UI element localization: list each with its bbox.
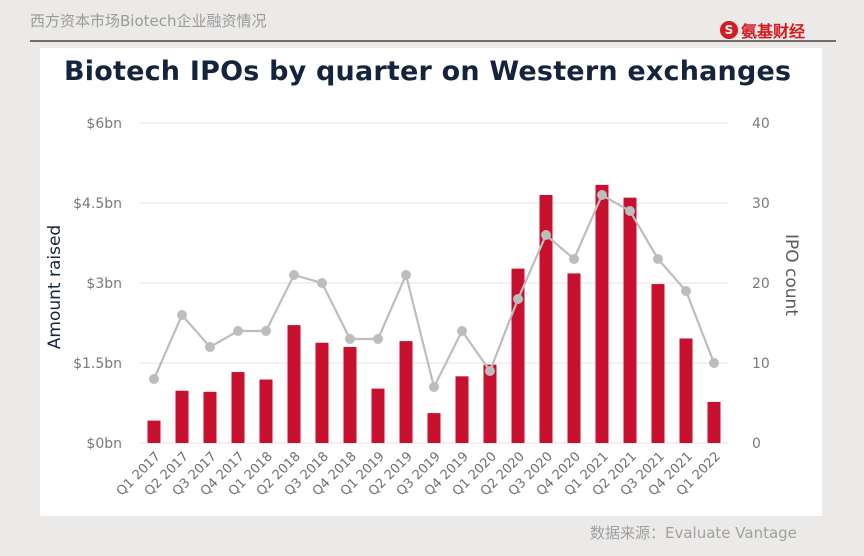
y-right-tick-label: 20 xyxy=(752,276,770,292)
header-divider xyxy=(30,40,836,42)
ipo-count-point xyxy=(345,334,355,344)
bar xyxy=(371,388,385,443)
bar xyxy=(147,420,161,443)
ipo-count-point xyxy=(709,358,719,368)
y-right-tick-label: 10 xyxy=(752,356,770,372)
ipo-count-point xyxy=(205,342,215,352)
brand-name: 氨基财经 xyxy=(741,22,806,41)
brand-mark-icon: S xyxy=(720,21,738,39)
bar xyxy=(539,195,553,443)
y-left-tick-label: $3bn xyxy=(86,276,122,292)
ipo-count-point xyxy=(653,254,663,264)
ipo-count-point xyxy=(149,374,159,384)
ipo-count-point xyxy=(485,366,495,376)
bar xyxy=(679,338,693,443)
bar xyxy=(343,347,357,443)
brand-logo: S 氨基财经 xyxy=(720,18,805,42)
y-left-axis-label: Amount raised xyxy=(45,225,65,349)
y-right-tick-label: 40 xyxy=(752,116,770,132)
ipo-count-point xyxy=(597,190,607,200)
bar xyxy=(567,273,581,443)
ipo-count-point xyxy=(429,382,439,392)
ipo-count-point xyxy=(233,326,243,336)
y-right-tick-label: 30 xyxy=(752,196,770,212)
bar xyxy=(595,184,609,443)
bar xyxy=(259,379,273,443)
ipo-count-point xyxy=(541,230,551,240)
ipo-count-point xyxy=(457,326,467,336)
bar xyxy=(623,197,637,443)
bar xyxy=(427,413,441,443)
header-title: 西方资本市场Biotech企业融资情况 xyxy=(30,12,267,30)
bar xyxy=(287,325,301,443)
ipo-count-point xyxy=(513,294,523,304)
y-left-tick-label: $0bn xyxy=(86,436,122,452)
bar xyxy=(231,372,245,443)
ipo-count-point xyxy=(401,270,411,280)
ipo-count-point xyxy=(569,254,579,264)
bar xyxy=(315,342,329,443)
bar xyxy=(483,364,497,443)
bar xyxy=(707,401,721,443)
ipo-count-point xyxy=(373,334,383,344)
y-right-tick-label: 0 xyxy=(752,436,761,452)
bar xyxy=(203,391,217,443)
bar xyxy=(175,390,189,443)
ipo-count-point xyxy=(625,206,635,216)
ipo-count-point xyxy=(317,278,327,288)
chart-title: Biotech IPOs by quarter on Western excha… xyxy=(64,56,792,87)
bar xyxy=(511,268,525,443)
ipo-count-point xyxy=(177,310,187,320)
bar xyxy=(455,376,469,443)
y-right-axis-label: IPO count xyxy=(781,234,801,316)
source-note: 数据来源：Evaluate Vantage xyxy=(590,524,797,542)
ipo-count-point xyxy=(289,270,299,280)
bar xyxy=(651,284,665,443)
bar xyxy=(399,341,413,443)
ipo-count-point xyxy=(681,286,691,296)
y-left-tick-label: $4.5bn xyxy=(73,196,122,212)
y-left-tick-label: $6bn xyxy=(86,116,122,132)
y-left-tick-label: $1.5bn xyxy=(73,356,122,372)
ipo-count-point xyxy=(261,326,271,336)
